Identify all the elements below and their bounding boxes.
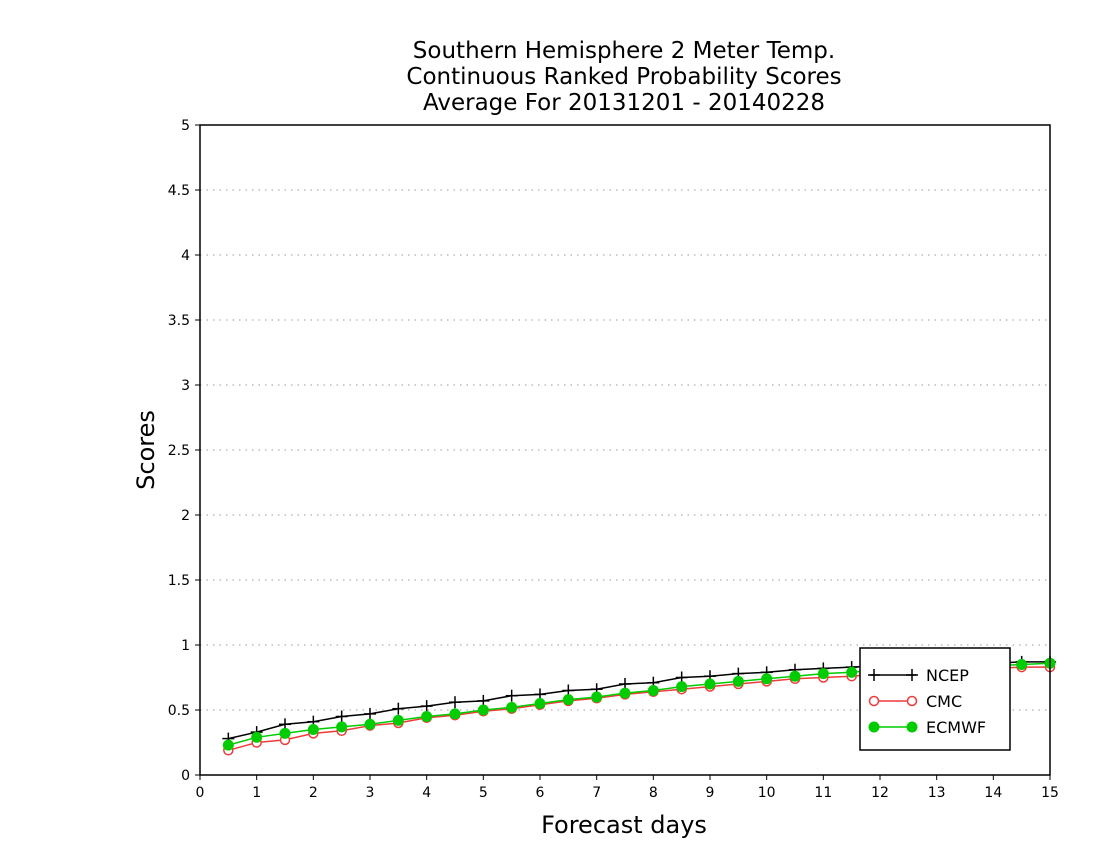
data-point-ecmwf (562, 694, 574, 706)
y-tick-label: 5 (181, 118, 190, 134)
data-point-ncep (364, 707, 376, 720)
data-point-ecmwf (222, 739, 234, 751)
data-point-ecmwf (591, 691, 603, 703)
x-tick-label: 9 (706, 785, 715, 801)
chart-title-line-3: Average For 20131201 - 20140228 (423, 90, 825, 116)
x-tick-label: 5 (479, 785, 488, 801)
y-tick-label: 4.5 (168, 183, 190, 199)
data-point-ecmwf (449, 708, 461, 720)
y-tick-label: 1 (181, 638, 190, 654)
data-point-ecmwf (761, 673, 773, 685)
legend-box (859, 647, 1011, 751)
data-point-ncep (335, 710, 348, 723)
chart-title: Southern Hemisphere 2 Meter Temp. Contin… (406, 38, 841, 116)
x-tick-label: 6 (536, 785, 545, 801)
data-point-ecmwf (817, 668, 829, 680)
x-tick-label: 0 (196, 785, 205, 801)
data-point-ecmwf (676, 681, 688, 693)
y-tick-label: 4 (181, 248, 190, 264)
data-point-ecmwf (307, 724, 319, 735)
y-tick-label: 3 (181, 378, 190, 394)
data-point-ecmwf (364, 718, 376, 730)
chart-title-line-1: Southern Hemisphere 2 Meter Temp. (413, 38, 835, 64)
x-tick-label: 10 (758, 785, 776, 801)
legend-label-cmc: CMC (926, 692, 962, 711)
x-tick-label: 1 (252, 785, 261, 801)
data-point-ecmwf (506, 701, 518, 713)
x-tick-label: 13 (928, 785, 946, 801)
x-axis-label: Forecast days (541, 811, 707, 839)
legend: NCEP CMC ECMWF (859, 647, 1011, 751)
data-point-ncep (392, 702, 405, 715)
y-tick-label: 2.5 (168, 443, 190, 459)
legend-label-ecmwf: ECMWF (926, 718, 986, 737)
data-point-ecmwf (1016, 659, 1028, 670)
data-point-ecmwf (279, 727, 291, 739)
chart-title-line-2: Continuous Ranked Probability Scores (406, 64, 841, 90)
x-tick-label: 4 (422, 785, 431, 801)
data-point-ecmwf (392, 714, 404, 726)
y-axis: 0 0.5 1 1.5 2 2.5 3 3.5 4 4.5 5 (168, 118, 200, 784)
data-point-ecmwf (619, 687, 631, 699)
x-tick-label: 3 (366, 785, 375, 801)
x-axis: 0 1 2 3 4 5 6 7 8 9 10 11 12 13 14 15 (196, 775, 1059, 801)
legend-marker-cmc (868, 695, 880, 707)
x-tick-label: 15 (1041, 785, 1059, 801)
data-point-ecmwf (647, 685, 659, 696)
y-tick-label: 3.5 (168, 313, 190, 329)
data-point-ecmwf (732, 675, 744, 687)
data-point-ecmwf (846, 666, 858, 678)
x-tick-label: 14 (984, 785, 1002, 801)
legend-marker-cmc (906, 695, 918, 707)
data-point-ecmwf (477, 704, 489, 716)
data-point-ecmwf (789, 670, 801, 682)
y-tick-label: 0.5 (168, 703, 190, 719)
data-point-ecmwf (421, 711, 433, 722)
data-point-ecmwf (336, 721, 348, 733)
legend-marker-ncep (868, 669, 880, 681)
grid (200, 189, 1050, 711)
data-point-ecmwf (251, 731, 263, 743)
x-tick-label: 2 (309, 785, 318, 801)
data-point-ncep (449, 696, 461, 709)
x-tick-label: 7 (592, 785, 601, 801)
y-tick-label: 0 (181, 768, 190, 784)
data-point-ecmwf (534, 698, 546, 709)
legend-marker-ecmwf (868, 721, 880, 733)
x-tick-label: 12 (871, 785, 889, 801)
y-tick-label: 2 (181, 508, 190, 524)
y-tick-label: 1.5 (168, 573, 190, 589)
data-point-ecmwf (704, 678, 716, 690)
legend-marker-ncep (906, 669, 918, 681)
legend-label-ncep: NCEP (926, 666, 969, 685)
legend-marker-ecmwf (906, 721, 918, 733)
y-axis-label: Scores (132, 410, 160, 490)
x-tick-label: 8 (649, 785, 658, 801)
x-tick-label: 11 (814, 785, 832, 801)
data-point-ncep (505, 689, 518, 702)
data-point-ncep (420, 700, 433, 713)
